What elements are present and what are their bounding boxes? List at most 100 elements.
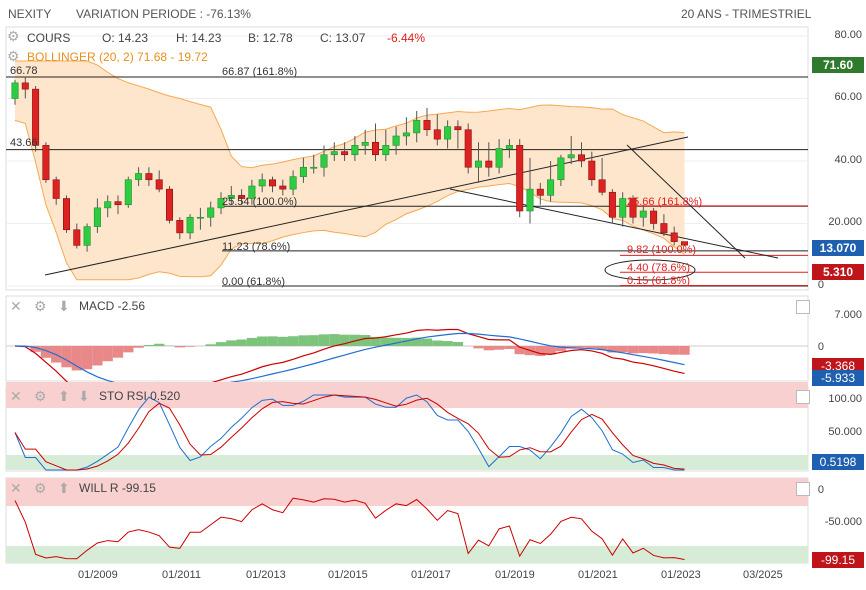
macd-histogram-bar	[627, 346, 639, 354]
candle-down	[660, 223, 668, 234]
candle-down	[279, 185, 287, 190]
macd-histogram-bar	[380, 337, 391, 346]
open-value: O: 14.23	[102, 31, 149, 45]
macd-histogram-bar	[154, 343, 165, 346]
macd-histogram-bar	[545, 346, 556, 355]
arrow-up-icon[interactable]: ⬆	[58, 388, 70, 404]
macd-histogram-bar	[617, 346, 628, 353]
candle-up	[392, 135, 400, 146]
close-icon[interactable]: ✕	[10, 388, 22, 404]
macd-histogram-bar	[607, 346, 618, 353]
macd-histogram-bar	[40, 346, 52, 358]
macd-histogram-bar	[648, 346, 659, 354]
macd-histogram-bar	[596, 346, 608, 350]
candle-down	[21, 82, 29, 90]
macd-histogram-bar	[555, 346, 567, 352]
close-icon[interactable]: ✕	[10, 298, 22, 314]
candle-up	[413, 120, 421, 134]
candle-up	[289, 176, 297, 190]
candle-down	[433, 129, 441, 140]
willr-line	[14, 497, 685, 560]
candle-down	[516, 145, 524, 212]
bollinger-label: BOLLINGER (20, 2) 71.68 - 19.72	[27, 50, 208, 64]
panel-checkbox[interactable]	[796, 300, 810, 314]
sto-k-line	[14, 394, 685, 471]
price-tick: 0	[817, 279, 824, 291]
macd-histogram-bar	[360, 335, 371, 346]
candle-down	[52, 179, 60, 199]
change-value: -6.44%	[387, 31, 426, 45]
macd-histogram-bar	[226, 340, 237, 346]
candle-down	[464, 129, 472, 168]
willr-tag: -99.15	[812, 552, 864, 568]
panel-checkbox[interactable]	[796, 390, 810, 404]
close-value: C: 13.07	[320, 31, 366, 45]
panel-checkbox[interactable]	[796, 482, 810, 496]
macd-title: MACD -2.56	[79, 299, 146, 313]
candle-down	[238, 195, 246, 199]
macd-histogram-bar	[504, 346, 515, 349]
candle-up	[495, 148, 503, 168]
macd-histogram-bar	[92, 346, 103, 366]
fib-label: 25.66 (161.8%)	[627, 196, 703, 208]
candle-up	[104, 201, 112, 209]
price-tick: 40.00	[834, 154, 862, 166]
candle-down	[114, 201, 122, 206]
sto-tick: 100.00	[828, 393, 862, 405]
gear-icon[interactable]: ⚙	[7, 48, 20, 64]
macd-histogram-bar	[370, 336, 381, 346]
x-tick: 03/2025	[743, 569, 783, 581]
x-tick: 01/2023	[661, 569, 701, 581]
arrow-down-icon[interactable]: ⬇	[78, 388, 90, 404]
candle-down	[680, 241, 688, 246]
candle-down	[454, 126, 462, 131]
bollinger-lower-tag: 5.310	[812, 264, 864, 280]
candle-down	[145, 173, 153, 181]
gear-icon[interactable]: ⚙	[34, 480, 47, 496]
macd-histogram-bar	[71, 346, 82, 371]
macd-histogram-bar	[102, 346, 113, 362]
annotation-ellipse	[604, 259, 696, 281]
last-price-tag: 13.070	[812, 240, 864, 256]
candle-up	[186, 216, 194, 234]
candle-down	[268, 179, 276, 187]
candle-down	[670, 232, 678, 242]
gear-icon[interactable]: ⚙	[34, 298, 47, 314]
macd-histogram-bar	[473, 346, 484, 349]
gear-icon[interactable]: ⚙	[34, 388, 47, 404]
arrow-up-icon[interactable]: ⬆	[58, 480, 70, 496]
candle-up	[547, 179, 555, 196]
candle-up	[557, 157, 565, 181]
candle-up	[526, 188, 534, 212]
candle-down	[608, 191, 616, 218]
candle-up	[505, 145, 513, 149]
macd-histogram-bar	[679, 346, 690, 355]
candle-up	[248, 185, 256, 199]
arrow-down-icon[interactable]: ⬇	[58, 298, 70, 314]
close-icon[interactable]: ✕	[10, 480, 22, 496]
fib-label: 0.15 (61.8%)	[627, 275, 690, 287]
candle-up	[639, 210, 647, 218]
macd-histogram-bar	[246, 337, 258, 346]
macd-histogram-bar	[298, 335, 309, 346]
bollinger-upper	[15, 60, 685, 169]
period-label: 20 ANS - TRIMESTRIEL	[681, 7, 812, 21]
candle-up	[11, 82, 19, 99]
candle-down	[32, 88, 40, 146]
level-label: 66.78	[10, 65, 38, 77]
macd-histogram-bar	[267, 336, 278, 346]
candle-down	[371, 141, 379, 156]
low-value: B: 12.78	[248, 31, 293, 45]
fib-label: 0.00 (61.8%)	[222, 276, 285, 288]
signal-tag: -5.933	[812, 370, 864, 386]
willr-tick: 0	[817, 484, 824, 496]
level-label: 43.66	[10, 137, 38, 149]
x-tick: 01/2021	[578, 569, 618, 581]
candle-down	[155, 179, 163, 190]
price-tick: 80.00	[834, 29, 862, 41]
gear-icon[interactable]: ⚙	[7, 28, 20, 44]
candle-up	[320, 154, 328, 168]
candle-up	[135, 173, 143, 181]
variation-label: VARIATION PERIODE : -76.13%	[76, 7, 251, 21]
macd-histogram-bar	[30, 346, 41, 352]
